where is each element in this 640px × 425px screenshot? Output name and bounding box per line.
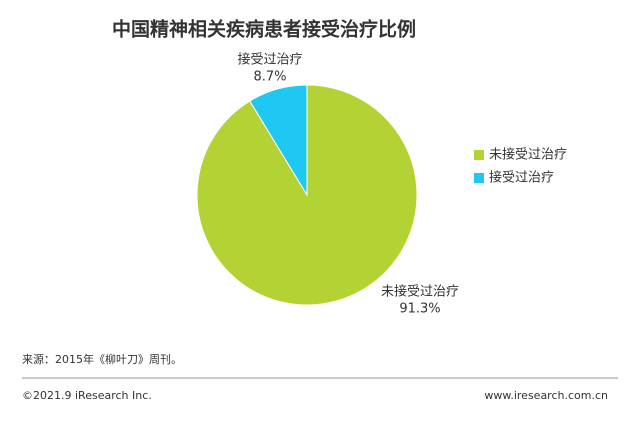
copyright: ©2021.9 iResearch Inc. [22,389,152,402]
slice-value-label: 8.7% [253,70,286,85]
slice-label: 未接受过治疗 [381,284,459,300]
legend-swatch [474,150,484,160]
chart-title: 中国精神相关疾病患者接受治疗比例 [112,18,416,41]
website: www.iresearch.com.cn [484,389,608,402]
legend-label: 未接受过治疗 [489,147,567,163]
legend-swatch [474,173,484,183]
source-note: 来源：2015年《柳叶刀》周刊。 [22,352,182,366]
pie-slice [249,84,308,197]
legend-label: 接受过治疗 [489,170,554,186]
slice-value-label: 91.3% [399,302,440,317]
slice-label: 接受过治疗 [237,52,302,68]
